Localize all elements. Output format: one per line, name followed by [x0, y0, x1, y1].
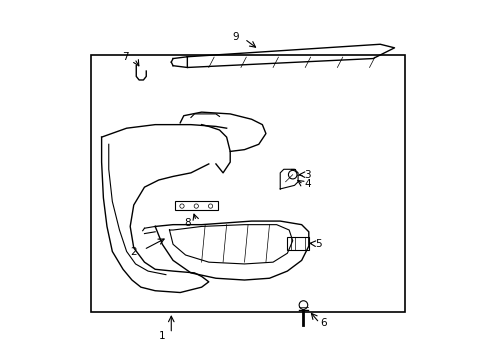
Bar — [175, 202, 217, 210]
Text: 4: 4 — [304, 179, 310, 189]
Text: 3: 3 — [304, 170, 310, 180]
Text: 6: 6 — [320, 318, 326, 328]
Text: 5: 5 — [315, 239, 321, 249]
Text: 8: 8 — [184, 218, 190, 228]
Bar — [287, 237, 308, 249]
Text: 2: 2 — [130, 247, 137, 257]
Text: 1: 1 — [159, 332, 165, 342]
Text: 9: 9 — [232, 32, 239, 42]
Text: 7: 7 — [122, 52, 128, 62]
Bar — [91, 55, 405, 312]
